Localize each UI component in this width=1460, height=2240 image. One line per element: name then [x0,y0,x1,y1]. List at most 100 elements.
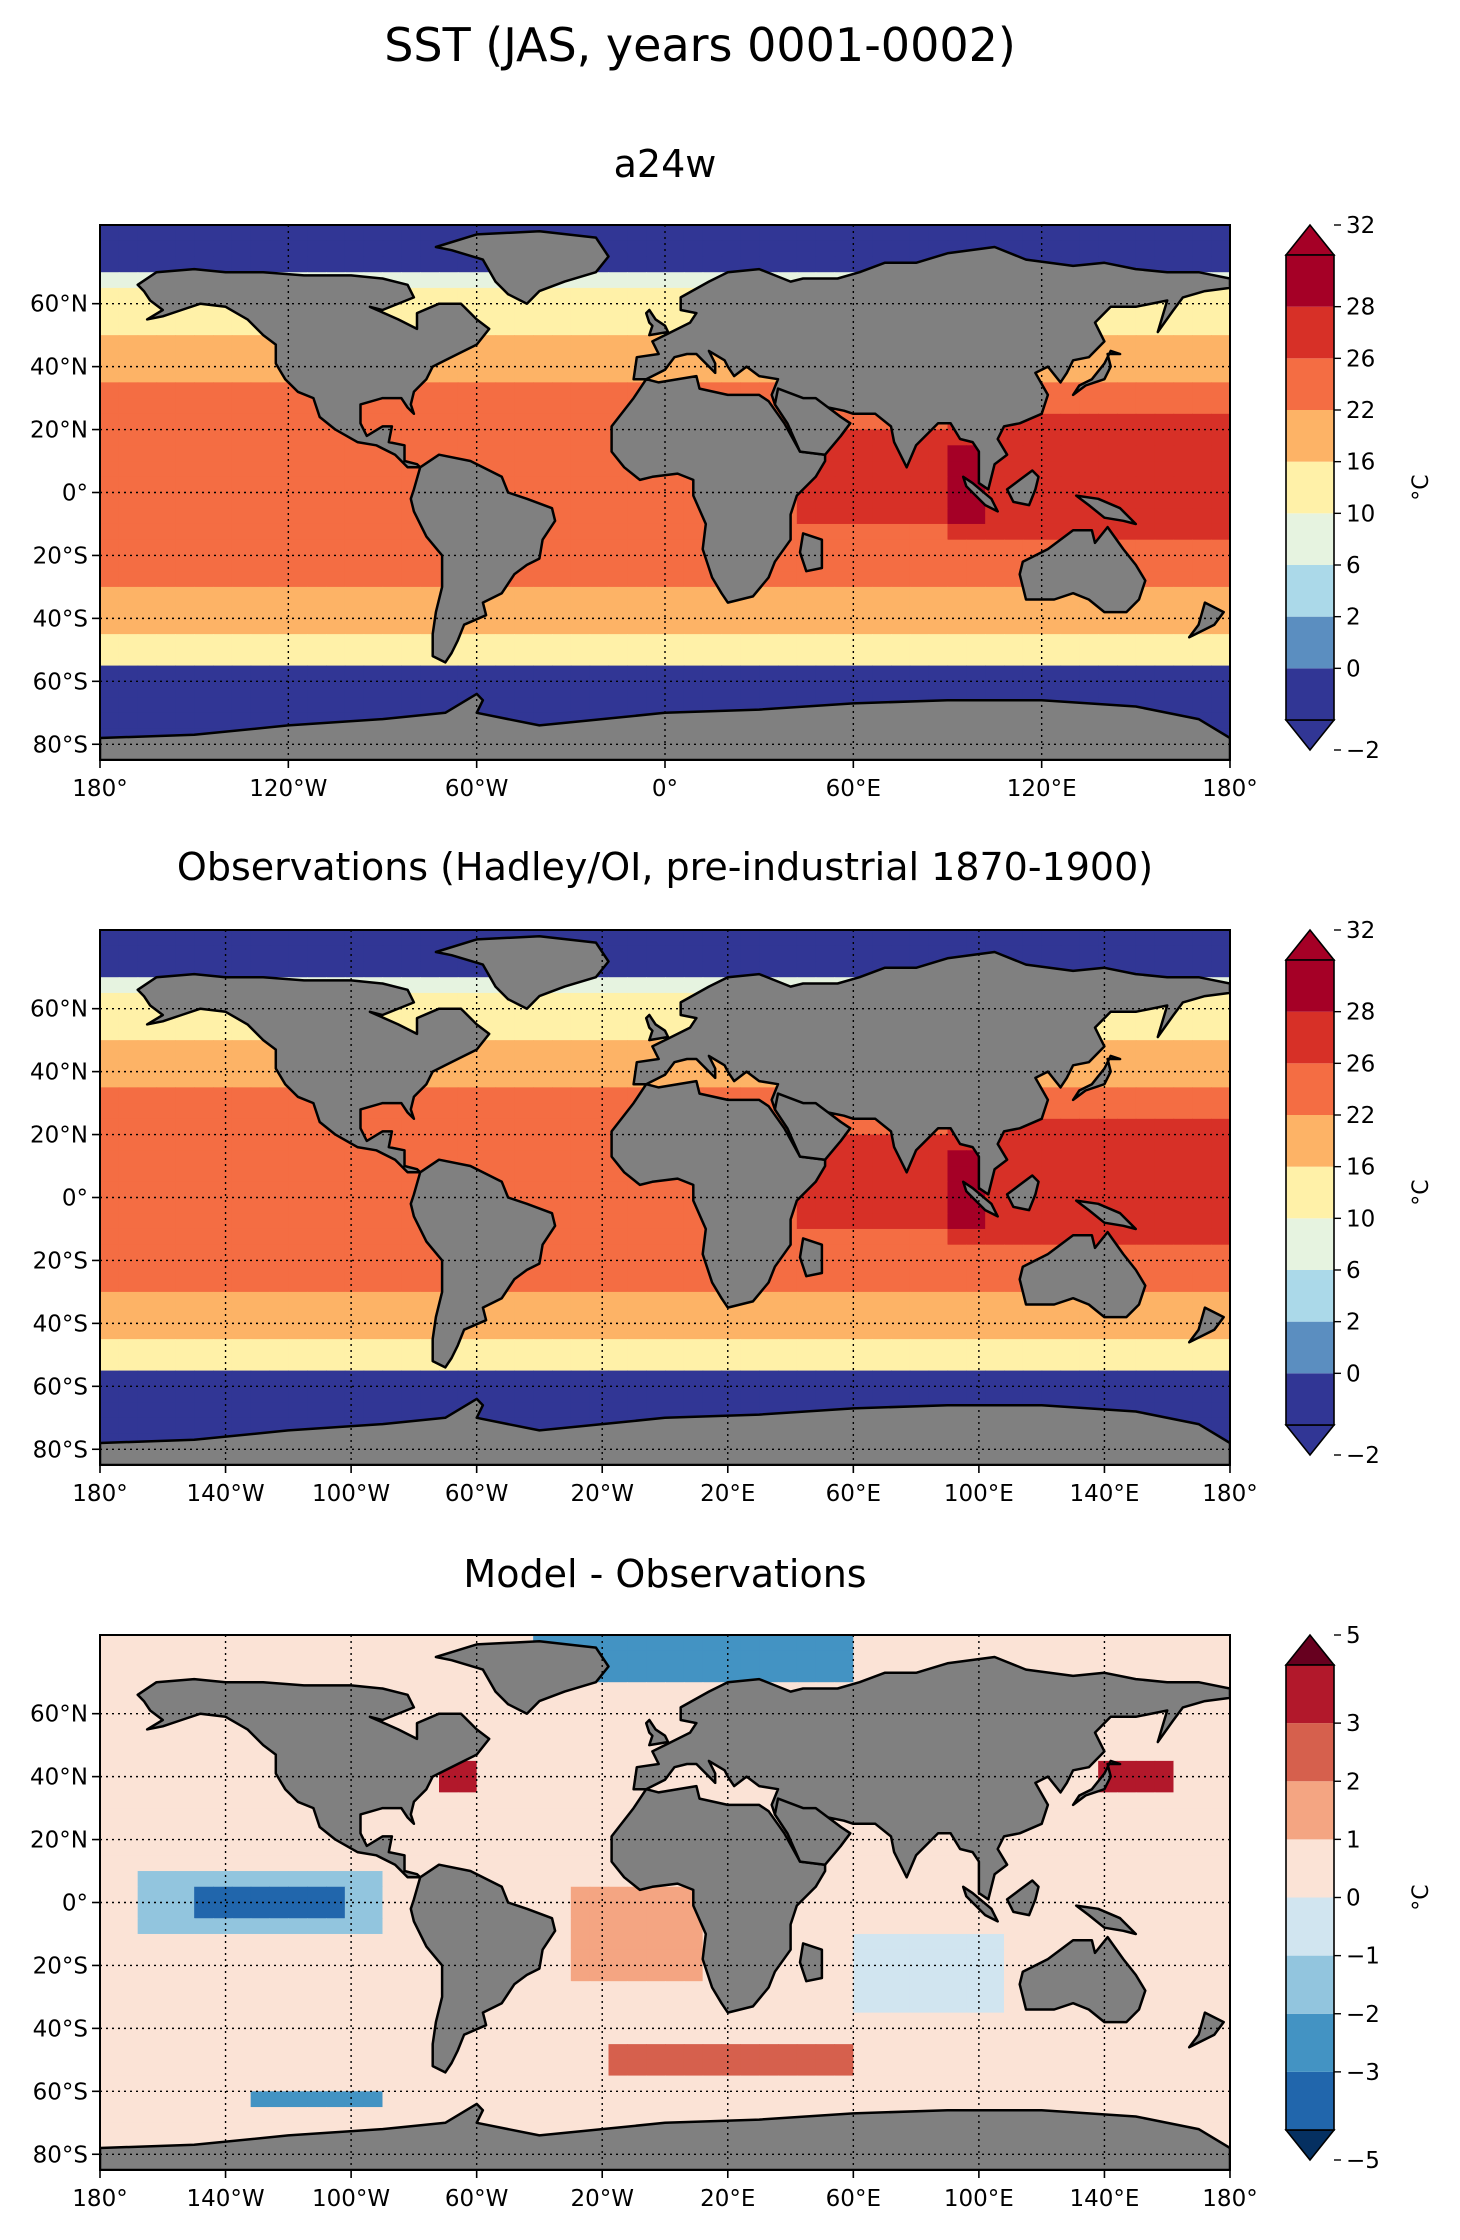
field-cell [853,1635,872,1651]
field-cell [853,666,872,682]
field-cell [665,1651,684,1667]
field-cell [985,225,1004,241]
field-cell [1023,1355,1042,1371]
field-cell [966,930,985,946]
field-cell [665,650,684,666]
field-cell [1192,1198,1211,1214]
field-cell [1042,414,1061,430]
field-cell [571,524,590,540]
colorbar-segment [1286,358,1334,410]
field-cell [100,398,119,414]
field-cell [1079,1135,1098,1151]
field-cell [307,930,326,946]
field-cell [194,1056,213,1072]
field-cell [665,477,684,493]
field-cell [627,1260,646,1276]
field-cell [1174,930,1193,946]
field-cell [1192,1166,1211,1182]
field-cell [307,1276,326,1292]
field-cell [891,508,910,524]
field-cell [157,603,176,619]
field-cell [383,1386,402,1402]
field-cell [270,508,289,524]
field-cell [157,430,176,446]
field-cell [609,1040,628,1056]
field-cell [157,1150,176,1166]
field-cell [816,1666,835,1682]
field-cell [552,1119,571,1135]
field-cell [740,618,759,634]
field-cell [1211,1024,1230,1040]
field-cell [326,1386,345,1402]
field-cell [1117,1355,1136,1371]
field-cell [345,1635,364,1651]
field-cell [138,1355,157,1371]
field-cell [1174,697,1193,713]
field-cell [420,697,439,713]
field-cell [1061,1386,1080,1402]
field-cell [1192,1087,1211,1103]
field-cell [157,540,176,556]
field-cell [175,618,194,634]
field-cell [929,1213,948,1229]
colorbar-segment [1286,255,1334,307]
field-cell [627,304,646,320]
field-cell [307,634,326,650]
field-cell [270,1150,289,1166]
field-cell [609,335,628,351]
field-cell [1023,508,1042,524]
x-tick-label: 0° [652,776,678,802]
field-cell [401,1260,420,1276]
field-cell [138,398,157,414]
field-cell [684,946,703,962]
field-cell [100,493,119,509]
field-cell [458,666,477,682]
field-cell [496,681,515,697]
field-cell [496,666,515,682]
field-cell [514,1024,533,1040]
field-cell [138,1229,157,1245]
field-cell [571,1276,590,1292]
field-cell [948,445,967,461]
field-cell [1192,1119,1211,1135]
field-cell [364,1292,383,1308]
field-cell [496,398,515,414]
field-cell [910,555,929,571]
field-cell [910,650,929,666]
field-cell [496,1761,515,1777]
field-cell [966,603,985,619]
field-cell [383,930,402,946]
field-cell [1023,1651,1042,1667]
field-cell [514,430,533,446]
field-cell [533,430,552,446]
field-cell [194,335,213,351]
field-cell [1042,477,1061,493]
field-cell [533,1339,552,1355]
field-cell [646,508,665,524]
field-cell [157,1040,176,1056]
field-cell [740,1635,759,1651]
field-cell [213,634,232,650]
field-cell [326,1213,345,1229]
field-cell [891,524,910,540]
field-cell [552,445,571,461]
field-cell [1211,1792,1230,1808]
field-cell [194,398,213,414]
x-tick-label: 180° [72,776,127,802]
field-cell [966,1635,985,1651]
field-cell [929,508,948,524]
field-cell [326,445,345,461]
field-cell [1136,930,1155,946]
field-cell [835,1666,854,1682]
field-cell [948,1308,967,1324]
field-cell [401,1635,420,1651]
field-cell [138,493,157,509]
field-cell [288,241,307,257]
field-cell [439,430,458,446]
field-cell [270,1635,289,1651]
field-cell [627,1292,646,1308]
field-cell [552,1182,571,1198]
field-cell [1004,524,1023,540]
field-cell [590,634,609,650]
